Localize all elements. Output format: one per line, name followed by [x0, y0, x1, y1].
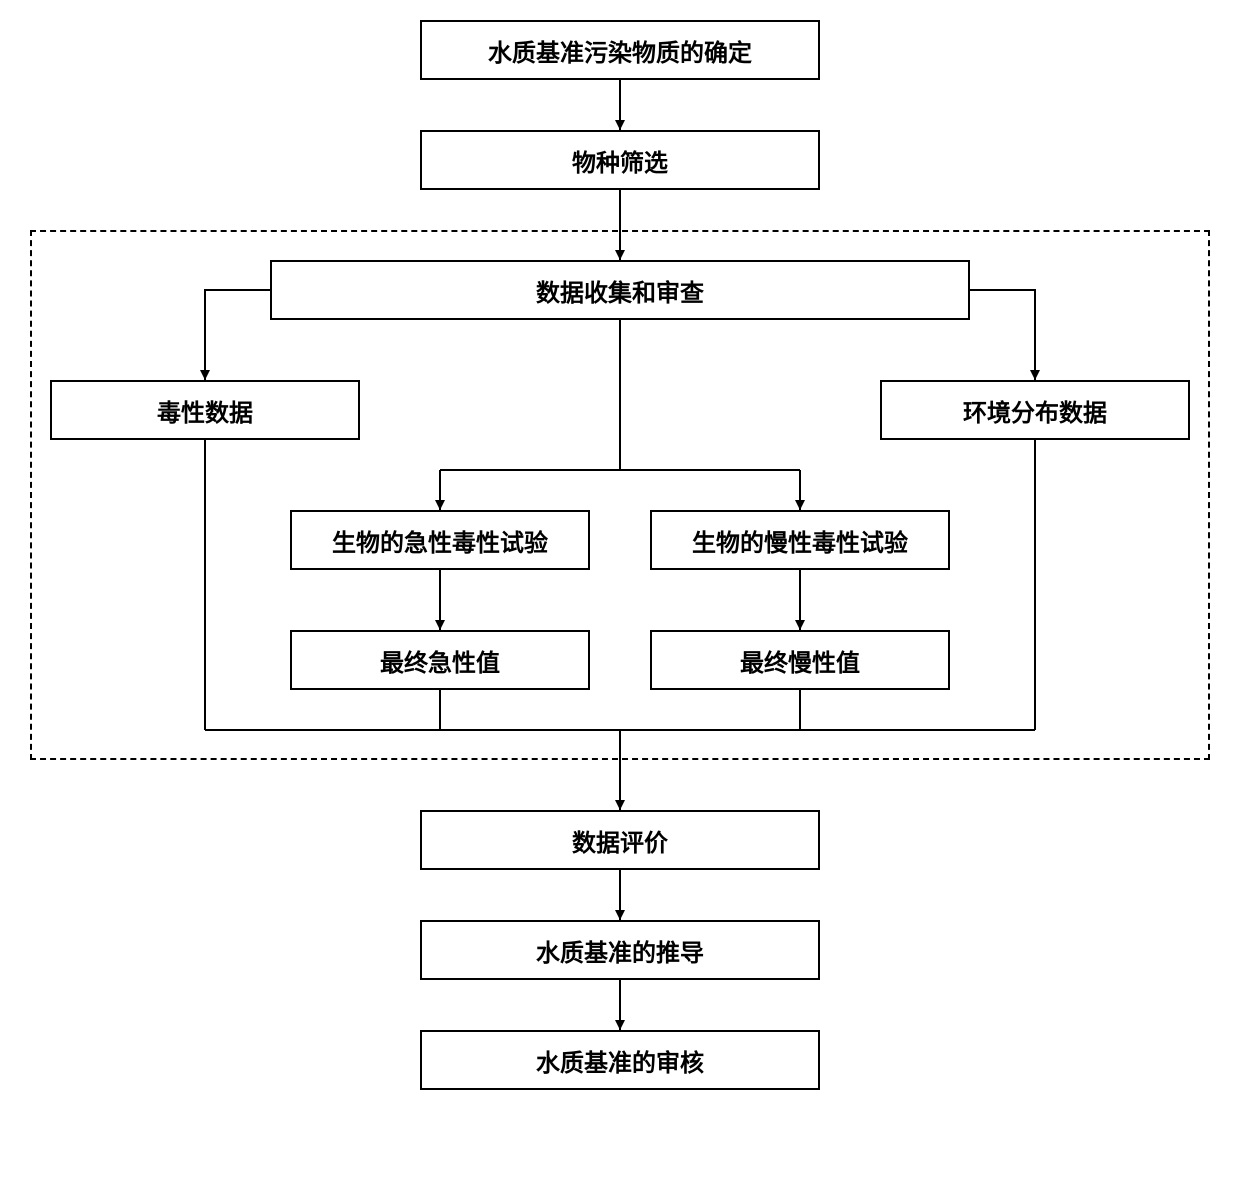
- node-acute-toxicity-test: 生物的急性毒性试验: [290, 510, 590, 570]
- node-label: 生物的急性毒性试验: [332, 523, 548, 558]
- node-data-collection-review: 数据收集和审查: [270, 260, 970, 320]
- node-species-screening: 物种筛选: [420, 130, 820, 190]
- node-data-evaluation: 数据评价: [420, 810, 820, 870]
- node-final-acute-value: 最终急性值: [290, 630, 590, 690]
- node-criteria-review: 水质基准的审核: [420, 1030, 820, 1090]
- node-env-distribution-data: 环境分布数据: [880, 380, 1190, 440]
- node-label: 数据评价: [572, 823, 668, 858]
- node-chronic-toxicity-test: 生物的慢性毒性试验: [650, 510, 950, 570]
- node-label: 物种筛选: [572, 143, 668, 178]
- node-label: 水质基准污染物质的确定: [488, 33, 752, 68]
- node-label: 数据收集和审查: [536, 273, 704, 308]
- node-label: 最终急性值: [380, 643, 500, 678]
- node-toxicity-data: 毒性数据: [50, 380, 360, 440]
- node-criteria-derivation: 水质基准的推导: [420, 920, 820, 980]
- node-label: 水质基准的推导: [536, 933, 704, 968]
- node-label: 水质基准的审核: [536, 1043, 704, 1078]
- node-label: 毒性数据: [157, 393, 253, 428]
- node-final-chronic-value: 最终慢性值: [650, 630, 950, 690]
- node-label: 最终慢性值: [740, 643, 860, 678]
- node-label: 环境分布数据: [963, 393, 1107, 428]
- flowchart-canvas: 水质基准污染物质的确定 物种筛选 数据收集和审查 毒性数据 环境分布数据 生物的…: [20, 20, 1220, 1162]
- node-pollutant-determination: 水质基准污染物质的确定: [420, 20, 820, 80]
- node-label: 生物的慢性毒性试验: [692, 523, 908, 558]
